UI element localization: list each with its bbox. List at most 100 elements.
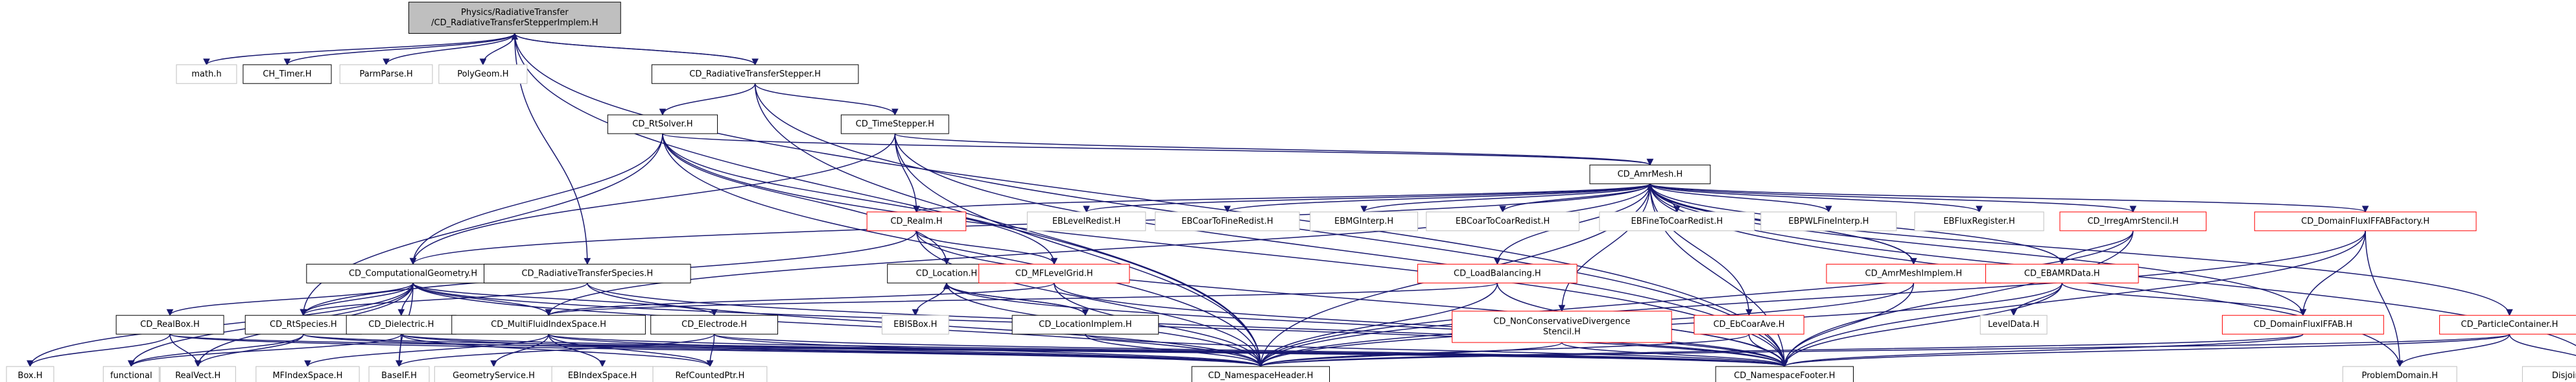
node-box <box>408 1 621 34</box>
node-box <box>1694 315 1804 335</box>
node-box <box>1417 263 1578 283</box>
node-box <box>1760 211 1897 232</box>
node-dielectric[interactable]: CD_Dielectric.H <box>346 315 456 335</box>
node-label: CD_ComputationalGeometry.H <box>349 269 477 278</box>
arrowhead-amrmesh-to-loadbalancing <box>1494 257 1501 265</box>
arrowhead-rt_stepper-to-timestepper <box>891 108 899 116</box>
node-ebcoarave[interactable]: CD_EbCoarAve.H <box>1694 315 1804 335</box>
arrowhead-amrmesh-to-compgeom <box>409 257 417 265</box>
node-box <box>1914 211 2044 232</box>
edge-amrmesh-to-eblevelredist <box>1085 183 1651 213</box>
node-ch-timer[interactable]: CH_Timer.H <box>242 64 332 84</box>
node-realm[interactable]: CD_Realm.H <box>866 211 967 232</box>
node-box <box>607 114 718 134</box>
node-domainfluxfab[interactable]: CD_DomainFluxIFFAB.H <box>2221 315 2384 335</box>
node-label: ProblemDomain.H <box>2361 371 2438 381</box>
edge-irregamrstencil-to-nsheader <box>1260 230 2134 367</box>
edge-locationimplem-to-nsfooter <box>1085 333 1786 367</box>
edge-domainfluxfactory-to-nsheader <box>1260 230 2366 367</box>
node-domainfluxfactory[interactable]: CD_DomainFluxIFFABFactory.H <box>2254 211 2477 232</box>
node-label: CD_LocationImplem.H <box>1039 320 1132 329</box>
node-geometryservice: GeometryService.H <box>434 366 554 382</box>
node-electrode[interactable]: CD_Electrode.H <box>650 315 778 335</box>
node-label: EBISBox.H <box>893 320 937 329</box>
node-rt-stepper[interactable]: CD_RadiativeTransferStepper.H <box>651 64 859 84</box>
edge-realm-to-nsheader <box>916 230 1262 367</box>
node-ebfinetocoarredist: EBFineToCoarRedist.H <box>1599 211 1755 232</box>
edge-rt_stepper-to-root <box>514 33 756 66</box>
node-loadbalancing[interactable]: CD_LoadBalancing.H <box>1417 263 1578 283</box>
node-ebamrdata[interactable]: CD_EBAMRData.H <box>1985 263 2139 283</box>
node-mflevelgrid[interactable]: CD_MFLevelGrid.H <box>978 263 1130 283</box>
node-box <box>6 366 54 382</box>
node-box <box>368 366 430 382</box>
arrowhead-rt_stepper-to-root <box>511 32 519 40</box>
node-label: CD_DomainFluxIFFAB.H <box>2254 320 2352 329</box>
arrowhead-root-to-polygeom <box>479 58 487 66</box>
edge-particlecontainer-to-nsfooter <box>1784 333 2511 367</box>
node-nsfooter[interactable]: CD_NamespaceFooter.H <box>1715 366 1854 382</box>
node-box <box>978 263 1130 283</box>
node-polygeom: PolyGeom.H <box>438 64 528 84</box>
node-particlecontainer[interactable]: CD_ParticleContainer.H <box>2439 315 2576 335</box>
node-box <box>484 263 691 283</box>
edge-timestepper-to-nsheader <box>894 134 1262 367</box>
node-multifluid[interactable]: CD_MultiFluidIndexSpace.H <box>451 315 646 335</box>
edge-dielectric-to-nsheader <box>401 333 1262 367</box>
node-label: CD_MFLevelGrid.H <box>1015 269 1093 278</box>
node-locationimplem[interactable]: CD_LocationImplem.H <box>1011 315 1159 335</box>
node-box <box>1155 211 1300 232</box>
node-label: CD_RadiativeTransferStepper.H <box>689 69 821 79</box>
arrowhead-amrmesh-to-particlecontainer <box>2506 309 2513 316</box>
arrowhead-particlecontainer-to-problemdomain <box>2396 360 2404 368</box>
node-amrmesh[interactable]: CD_AmrMesh.H <box>1589 164 1711 184</box>
edge-amrmesh-to-ebcoarave <box>1649 184 1750 316</box>
arrowhead-ebamrdata-to-domainfluxfab <box>2299 309 2307 316</box>
node-mfindexspace: MFIndexSpace.H <box>255 366 360 382</box>
arrowhead-dielectric-to-functional <box>128 360 135 368</box>
node-rtspecies[interactable]: CD_RadiativeTransferSpecies.H <box>484 263 691 283</box>
arrowhead-particlecontainer-to-nsheader <box>1257 360 1264 368</box>
node-label: BaseIF.H <box>381 371 417 381</box>
edge-rtspeciesh-to-realvect <box>197 333 304 367</box>
edge-compgeom-to-electrode <box>412 282 715 316</box>
edge-multifluid-to-mfindexspace <box>307 333 549 367</box>
node-label: functional <box>110 371 152 381</box>
node-irregamrstencil[interactable]: CD_IrregAmrStencil.H <box>2059 211 2207 232</box>
node-root[interactable]: Physics/RadiativeTransfer/CD_RadiativeTr… <box>408 1 621 34</box>
edge-ebamrdata-to-leveldata <box>2013 283 2063 316</box>
node-box <box>652 366 768 382</box>
arrowhead-root-to-ch_timer <box>283 58 291 66</box>
edge-multifluid-to-nsheader <box>548 333 1262 367</box>
edge-rtsolver-to-rtspeciesh <box>303 134 663 316</box>
edge-amrmesh-to-particlecontainer <box>1649 184 2511 316</box>
node-realbox[interactable]: CD_RealBox.H <box>115 315 224 335</box>
arrowhead-amrmesh-to-ebfluxregister <box>1976 206 1983 213</box>
node-label: EBFineToCoarRedist.H <box>1631 217 1723 226</box>
node-label: Stencil.H <box>1543 327 1581 337</box>
node-label: ParmParse.H <box>359 69 412 79</box>
node-box <box>651 64 859 84</box>
node-rtsolver[interactable]: CD_RtSolver.H <box>607 114 718 134</box>
node-amrmeshimplem[interactable]: CD_AmrMeshImplem.H <box>1826 263 2002 283</box>
edge-multifluid-to-refcountedptr <box>548 333 711 367</box>
node-eblevelredist: EBLevelRedist.H <box>1026 211 1146 232</box>
edge-compgeom-to-rtspeciesh <box>303 283 414 316</box>
edge-loadbalancing-to-multifluid <box>548 282 1498 316</box>
edge-electrode-to-nsheader <box>713 333 1262 367</box>
edge-rtspecies-to-nsfooter <box>587 283 1786 367</box>
node-rtspeciesh[interactable]: CD_RtSpecies.H <box>244 315 362 335</box>
node-label: Box.H <box>18 371 42 381</box>
edge-amrmesh-to-ebpwlfineinterp <box>1649 183 1830 213</box>
arrowhead-compgeom-to-dielectric <box>397 309 405 316</box>
node-realvect: RealVect.H <box>160 366 236 382</box>
edge-nonconservative-to-nsfooter <box>1561 342 1786 367</box>
node-timestepper[interactable]: CD_TimeStepper.H <box>840 114 949 134</box>
arrowhead-root-to-parmparse <box>383 58 390 66</box>
node-label: CD_DomainFluxIFFABFactory.H <box>2301 217 2429 226</box>
node-disjointboxlayout: DisjointBoxLayout.H <box>2522 366 2576 382</box>
edge-locationimplem-to-nsheader <box>1085 333 1262 367</box>
node-box <box>866 211 967 232</box>
node-nsheader[interactable]: CD_NamespaceHeader.H <box>1191 366 1330 382</box>
